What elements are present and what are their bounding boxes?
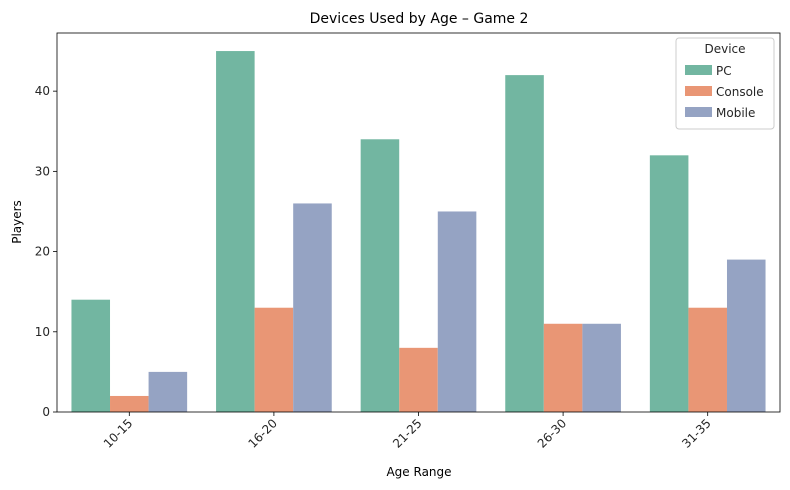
bar-console-31-35 xyxy=(688,307,727,412)
legend-swatch-pc xyxy=(685,65,712,75)
x-axis-label: Age Range xyxy=(386,465,451,479)
x-tick-label: 31-35 xyxy=(679,416,714,451)
legend-swatch-mobile xyxy=(685,107,712,117)
bar-pc-21-25 xyxy=(360,139,400,412)
y-axis-label: Players xyxy=(10,200,24,244)
bar-mobile-26-30 xyxy=(582,323,621,412)
x-tick-label: 10-15 xyxy=(101,416,136,451)
legend-label-mobile: Mobile xyxy=(716,106,755,120)
bar-console-10-15 xyxy=(110,395,149,412)
bar-mobile-21-25 xyxy=(437,211,477,412)
bar-pc-26-30 xyxy=(505,75,544,413)
x-tick-label: 26-30 xyxy=(535,416,570,451)
legend-box xyxy=(675,37,775,130)
bar-mobile-31-35 xyxy=(726,259,766,412)
bar-pc-10-15 xyxy=(71,299,111,412)
legend-label-console: Console xyxy=(716,85,764,99)
legend-title: Device xyxy=(704,42,745,56)
bar-console-21-25 xyxy=(399,347,438,412)
y-tick-label: 30 xyxy=(35,164,50,178)
bar-mobile-16-20 xyxy=(293,203,332,412)
bar-console-26-30 xyxy=(543,323,583,412)
y-tick-label: 40 xyxy=(35,84,50,98)
x-tick-label: 16-20 xyxy=(245,416,280,451)
chart-title: Devices Used by Age – Game 2 xyxy=(310,11,529,27)
x-tick-label: 21-25 xyxy=(390,416,425,451)
legend: Device PC Console Mobile xyxy=(675,37,775,130)
legend-label-pc: PC xyxy=(716,64,732,78)
y-tick-label: 10 xyxy=(35,325,50,339)
y-tick-label: 0 xyxy=(42,405,50,419)
bar-pc-31-35 xyxy=(649,155,689,412)
bars-group xyxy=(71,51,766,413)
y-tick-label: 20 xyxy=(35,245,50,259)
bar-console-16-20 xyxy=(254,307,294,412)
legend-swatch-console xyxy=(685,86,712,96)
bar-pc-16-20 xyxy=(216,51,255,413)
bar-mobile-10-15 xyxy=(148,371,188,412)
